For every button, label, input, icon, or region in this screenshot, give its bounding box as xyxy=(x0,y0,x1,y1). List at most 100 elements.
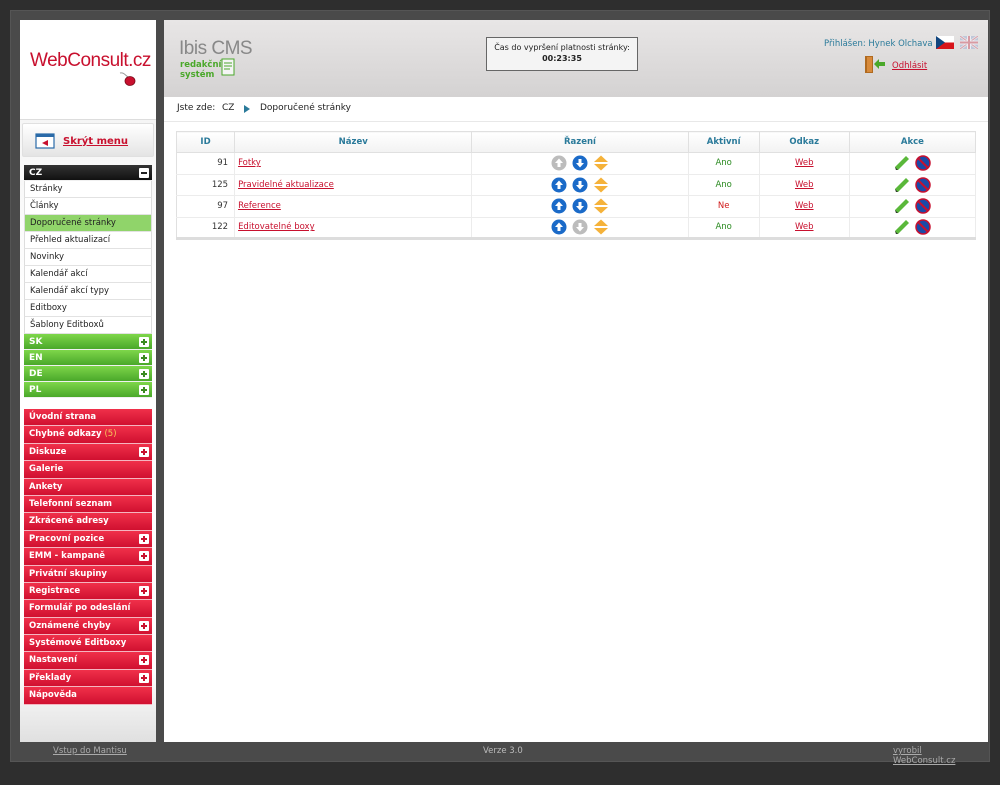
main-content: Ibis CMS redakční systém Čas do vypršení… xyxy=(164,20,988,742)
sidebar-item-zkracene[interactable]: Zkrácené adresy xyxy=(24,513,152,531)
sidebar-item-clanky[interactable]: Články xyxy=(24,198,152,215)
page-name-link[interactable]: Fotky xyxy=(238,158,261,169)
cell-link: Web xyxy=(759,152,850,175)
breadcrumb-label: Jste zde: xyxy=(177,103,216,113)
page-name-link[interactable]: Pravidelné aktualizace xyxy=(238,179,334,190)
column-header-sort[interactable]: Řazení xyxy=(471,131,689,153)
move-down-icon[interactable] xyxy=(572,177,588,193)
menu-label: Ankety xyxy=(29,481,63,492)
column-header-name[interactable]: Název xyxy=(234,131,473,153)
drag-reorder-icon[interactable] xyxy=(593,177,609,193)
collapse-icon[interactable] xyxy=(139,168,149,178)
sidebar-item-ankety[interactable]: Ankety xyxy=(24,478,152,496)
delete-icon[interactable] xyxy=(915,155,931,171)
sidebar-item-formular[interactable]: Formulář po odeslání xyxy=(24,600,152,618)
expand-icon[interactable] xyxy=(139,672,149,683)
logo-area[interactable]: WebConsult.cz xyxy=(20,20,156,120)
column-header-active[interactable]: Aktivní xyxy=(688,131,760,153)
sidebar-item-preklady[interactable]: Překlady xyxy=(24,669,152,688)
menu-label: Chybné odkazy xyxy=(29,429,102,440)
menu-header-en[interactable]: EN xyxy=(24,350,152,366)
cz-menu: CZ Stránky Články Doporučené stránky Pře… xyxy=(24,165,152,398)
cell-id: 91 xyxy=(176,152,236,175)
cell-name: Fotky xyxy=(234,152,473,175)
cms-title: Ibis CMS xyxy=(179,38,253,59)
sidebar-item-galerie[interactable]: Galerie xyxy=(24,461,152,479)
expand-icon[interactable] xyxy=(139,655,149,666)
sidebar-item-kalendar-typy[interactable]: Kalendář akcí typy xyxy=(24,283,152,300)
drag-reorder-icon[interactable] xyxy=(593,219,609,235)
sidebar-item-nastaveni[interactable]: Nastavení xyxy=(24,652,152,670)
column-header-link[interactable]: Odkaz xyxy=(759,131,850,153)
column-header-id[interactable]: ID xyxy=(176,131,236,153)
cell-link: Web xyxy=(759,217,850,239)
sidebar-item-oznamene[interactable]: Oznámené chyby xyxy=(24,617,152,636)
edit-pencil-icon[interactable] xyxy=(894,219,910,235)
sidebar-item-privatni[interactable]: Privátní skupiny xyxy=(24,565,152,583)
count-badge: (5) xyxy=(104,429,117,440)
edit-pencil-icon[interactable] xyxy=(894,198,910,214)
menu-label: Formulář po odeslání xyxy=(29,603,131,614)
cms-subtitle-2: systém xyxy=(180,70,215,80)
cell-id: 122 xyxy=(176,217,236,239)
move-up-icon[interactable] xyxy=(551,198,567,214)
edit-pencil-icon[interactable] xyxy=(894,155,910,171)
sidebar-item-diskuze[interactable]: Diskuze xyxy=(24,443,152,462)
web-link[interactable]: Web xyxy=(794,222,814,233)
menu-header-cz[interactable]: CZ xyxy=(24,165,152,181)
move-down-icon[interactable] xyxy=(572,155,588,171)
sidebar-item-editboxy[interactable]: Editboxy xyxy=(24,300,152,317)
edit-pencil-icon[interactable] xyxy=(894,177,910,193)
menu-header-sk[interactable]: SK xyxy=(24,334,152,350)
english-flag-icon[interactable] xyxy=(960,36,978,49)
sidebar-item-prehled[interactable]: Přehled aktualizací xyxy=(24,232,152,249)
expand-icon[interactable] xyxy=(139,446,149,457)
expand-icon[interactable] xyxy=(139,353,149,363)
logout-icon[interactable] xyxy=(864,54,886,74)
expand-icon[interactable] xyxy=(139,533,149,544)
vendor-link[interactable]: vyrobil WebConsult.cz xyxy=(893,746,956,766)
sidebar-item-sablony[interactable]: Šablony Editboxů xyxy=(24,317,152,334)
web-link[interactable]: Web xyxy=(794,179,814,190)
expand-icon[interactable] xyxy=(139,369,149,379)
delete-icon[interactable] xyxy=(915,198,931,214)
web-link[interactable]: Web xyxy=(794,158,814,169)
table-header-row: ID Název Řazení Aktivní Odkaz Akce xyxy=(176,131,977,153)
mantis-link[interactable]: Vstup do Mantisu xyxy=(53,746,127,756)
menu-header-pl[interactable]: PL xyxy=(24,382,152,398)
drag-reorder-icon[interactable] xyxy=(593,198,609,214)
expand-icon[interactable] xyxy=(139,585,149,596)
move-up-icon[interactable] xyxy=(551,219,567,235)
sidebar-item-napoveda[interactable]: Nápověda xyxy=(24,687,152,705)
page-name-link[interactable]: Reference xyxy=(238,201,281,212)
logout-link[interactable]: Odhlásit xyxy=(892,61,928,71)
sidebar-item-telefonni[interactable]: Telefonní seznam xyxy=(24,495,152,514)
menu-header-de[interactable]: DE xyxy=(24,366,152,382)
cell-sort xyxy=(471,195,689,218)
hide-menu-button[interactable]: Skrýt menu xyxy=(22,123,154,157)
sidebar-item-pracovni[interactable]: Pracovní pozice xyxy=(24,530,152,549)
delete-icon[interactable] xyxy=(915,219,931,235)
drag-reorder-icon[interactable] xyxy=(593,155,609,171)
expand-icon[interactable] xyxy=(139,551,149,562)
delete-icon[interactable] xyxy=(915,177,931,193)
sidebar-item-chybne-odkazy[interactable]: Chybné odkazy (5) xyxy=(24,426,152,444)
sidebar-item-emm[interactable]: EMM - kampaně xyxy=(24,548,152,566)
sidebar-item-registrace[interactable]: Registrace xyxy=(24,582,152,601)
sidebar-item-uvodni[interactable]: Úvodní strana xyxy=(24,409,152,427)
expand-icon[interactable] xyxy=(139,385,149,395)
sidebar-item-doporucene[interactable]: Doporučené stránky xyxy=(24,215,152,232)
move-down-icon[interactable] xyxy=(572,198,588,214)
sidebar-item-kalendar[interactable]: Kalendář akcí xyxy=(24,266,152,283)
breadcrumb-root[interactable]: CZ xyxy=(222,103,235,113)
web-link[interactable]: Web xyxy=(794,201,814,212)
page-name-link[interactable]: Editovatelné boxy xyxy=(238,222,315,233)
move-up-icon[interactable] xyxy=(551,177,567,193)
czech-flag-icon[interactable] xyxy=(936,36,954,49)
sidebar-item-novinky[interactable]: Novinky xyxy=(24,249,152,266)
expand-icon[interactable] xyxy=(139,620,149,631)
move-down-disabled-icon xyxy=(572,219,588,235)
sidebar-item-systemove[interactable]: Systémové Editboxy xyxy=(24,635,152,653)
expand-icon[interactable] xyxy=(139,337,149,347)
sidebar-item-stranky[interactable]: Stránky xyxy=(24,181,152,198)
